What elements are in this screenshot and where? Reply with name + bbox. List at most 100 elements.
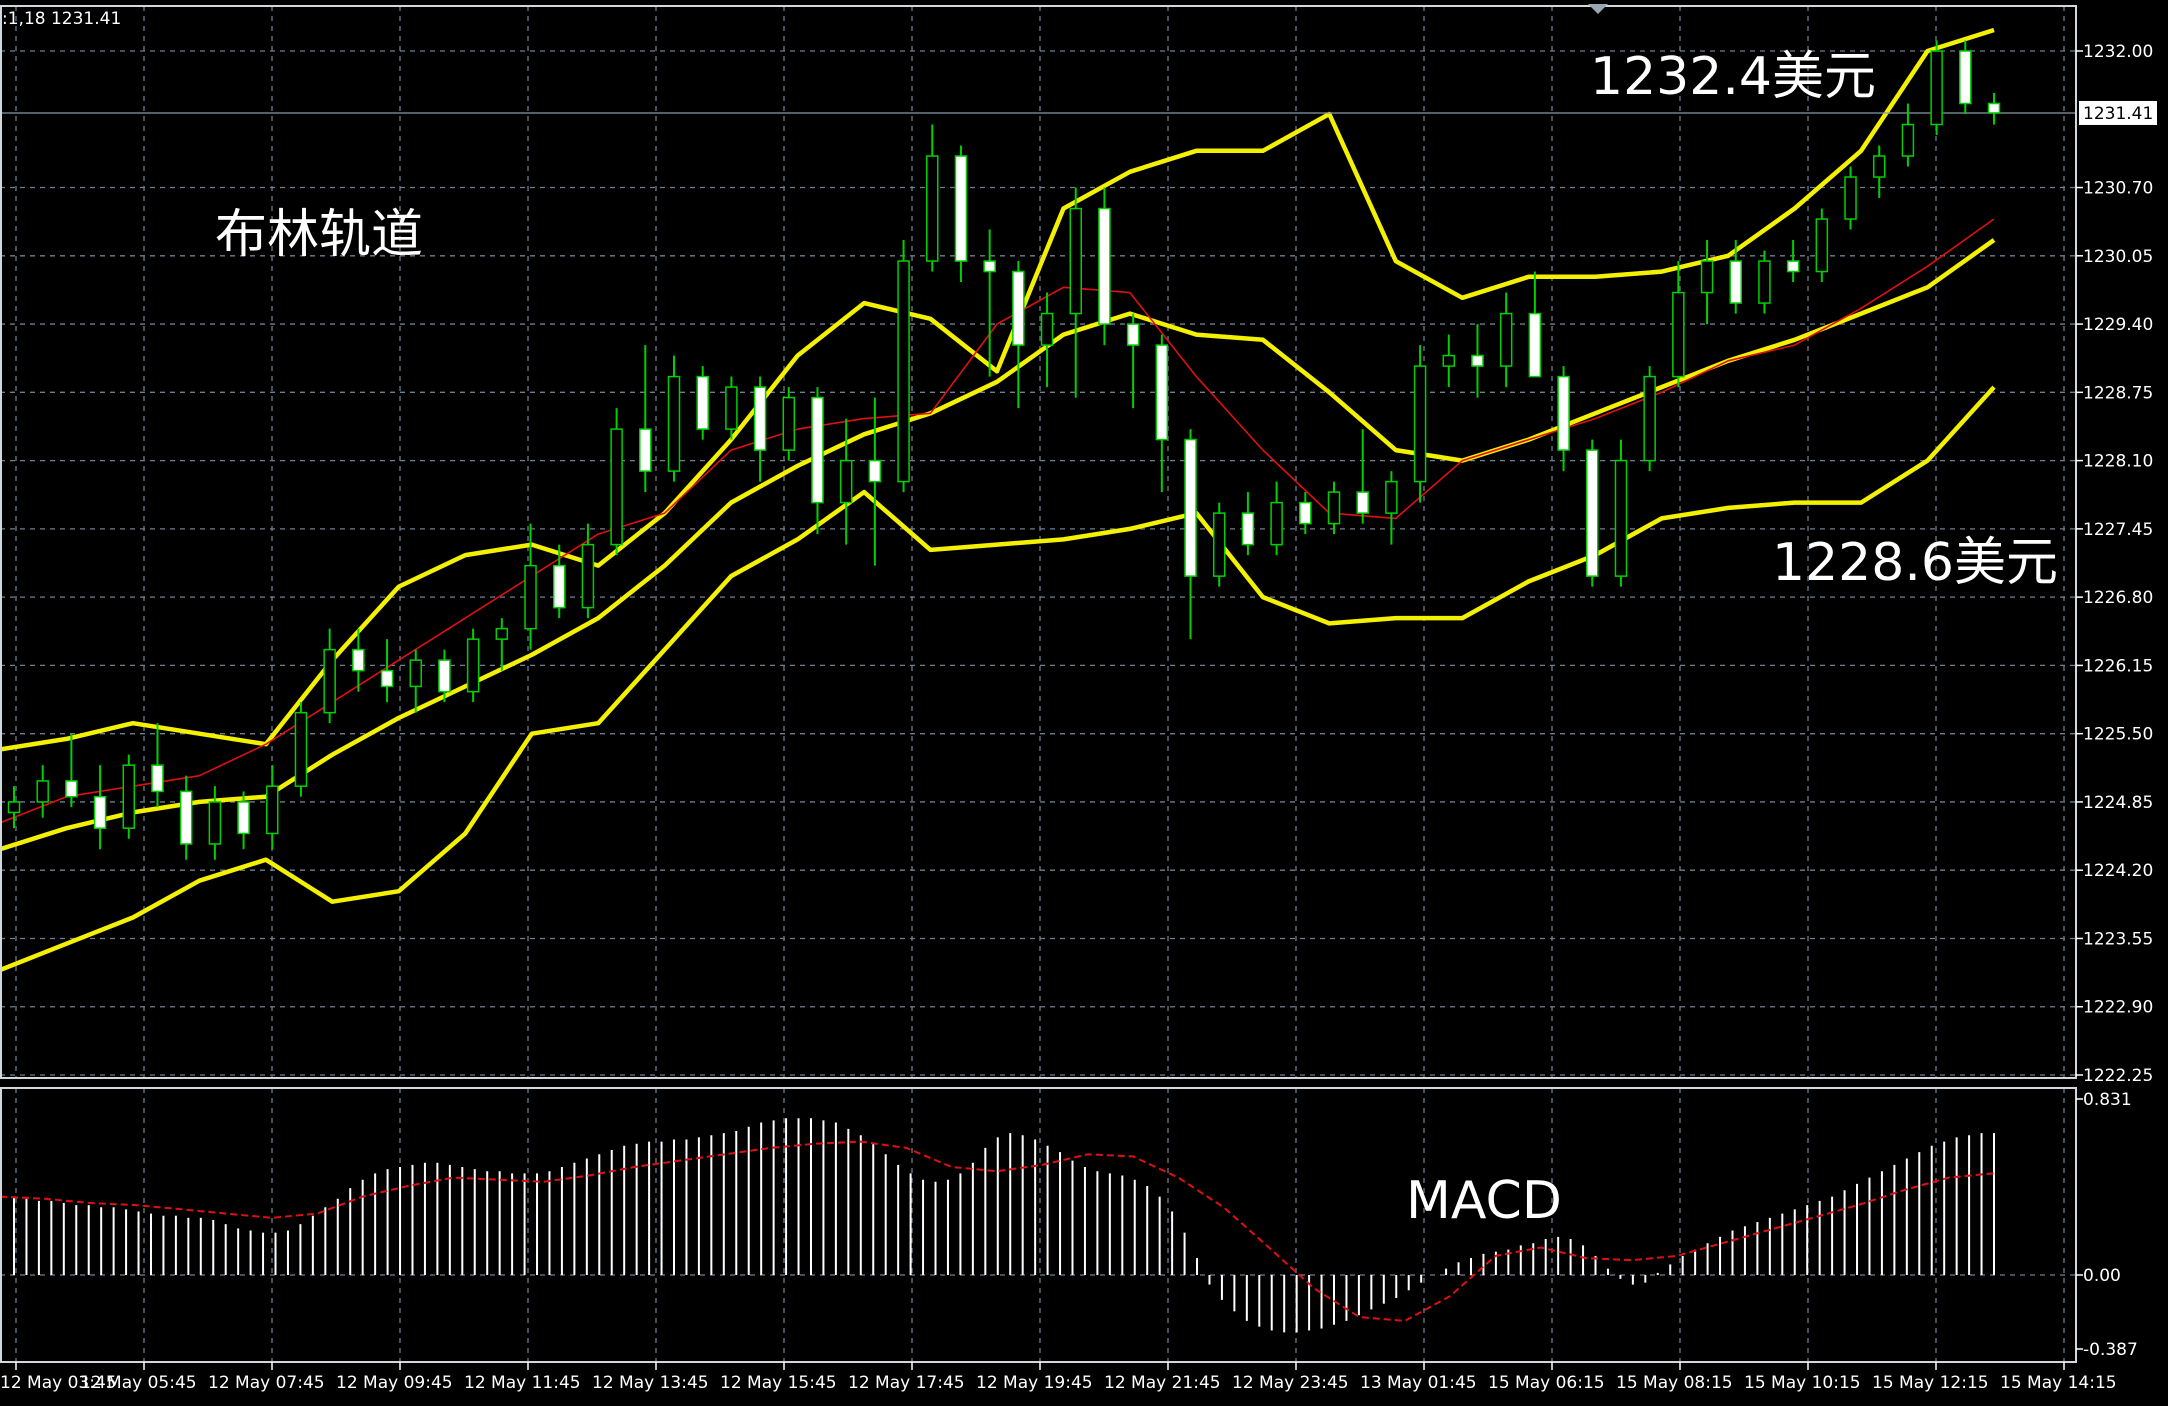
candle-body [1643,375,1656,462]
candle [1643,366,1656,472]
candle [1069,187,1082,398]
macd-histogram [13,1118,1995,1333]
macd-panel-border [0,1087,2077,1363]
price-tick-label: 1222.90 [2083,998,2153,1018]
candle-body [1614,459,1628,577]
candle-body [1672,291,1685,378]
shift-marker-icon[interactable] [1588,4,1608,14]
candle-body [1930,50,1943,126]
candle-body [438,659,451,693]
candle [1758,250,1771,314]
candle [323,628,336,724]
candle [897,240,910,493]
candle [7,786,21,829]
time-tick-label: 12 May 05:45 [80,1373,197,1393]
chart-frame [0,5,2077,1363]
time-tick-label: 15 May 12:15 [1872,1373,1989,1393]
candle-body [208,801,222,845]
candle [1442,334,1456,388]
candle-body [696,375,709,430]
candle-body [1385,480,1398,514]
macd-tick-label: 0.00 [2083,1266,2121,1286]
time-tick-label: 12 May 13:45 [592,1373,709,1393]
candle-body [1098,207,1111,325]
candle [1901,103,1915,167]
price-panel-border [0,5,2077,1079]
candle-body [983,260,996,273]
candle [811,387,824,535]
candle [1815,208,1829,283]
candle-body [552,564,566,609]
candle [409,649,422,713]
candle [1557,366,1570,472]
price-tick-label: 1230.05 [2083,247,2153,267]
candle-body [1442,354,1456,367]
candle-body [266,785,279,835]
candle-body [237,801,250,835]
candle-body [179,790,193,845]
candle [1212,502,1226,587]
macd-axis: 0.831 0.00 -0.387 [2076,1090,2138,1360]
candle-body [380,669,394,688]
candle-body [1959,50,1972,105]
candle [1614,439,1628,587]
candle-body [897,260,910,483]
candle [1155,334,1169,493]
candle [1930,40,1943,136]
bollinger-lower-line [0,385,1996,973]
candle-body [639,428,652,472]
candle [1327,481,1341,535]
macd-signal-line [0,1140,1995,1322]
candle-body [1758,260,1771,304]
candle-body [753,386,767,451]
candle-body [1012,270,1025,346]
candle [1299,492,1312,535]
current-price-box [2079,100,2157,125]
candle-body [1212,512,1226,577]
candle-body [954,155,968,262]
candle-body [1069,207,1082,315]
candle-body [466,638,480,693]
time-tick-label: 12 May 15:45 [720,1373,837,1393]
candle [1528,271,1542,378]
price-tick-label: 1226.80 [2083,588,2153,608]
candle-body [495,627,509,640]
candle [1471,324,1484,398]
price-tick-label: 1222.25 [2083,1066,2153,1086]
candle-body [1327,491,1341,525]
candle-body [1184,438,1197,577]
price-tick-label: 1228.10 [2083,452,2153,472]
candle-body [1299,501,1312,525]
candle [581,523,595,619]
candle [1586,439,1599,587]
time-tick-label: 12 May 19:45 [976,1373,1093,1393]
candle-body [409,659,422,688]
candle-body [581,543,595,609]
candle [65,733,78,808]
candle [1385,471,1398,545]
candle [1184,429,1197,640]
candle-body [1126,323,1140,346]
current-price-label: 1231.41 [2083,104,2153,124]
bollinger-bands [0,27,2076,973]
price-tick-label: 1224.85 [2083,793,2153,813]
candle [266,765,279,850]
candle-body [725,386,738,430]
candle-body [1356,491,1369,514]
high-price-annotation: 1232.4美元 [1590,47,1876,107]
price-tick-label: 1228.75 [2083,383,2153,403]
price-grid [0,6,2076,1078]
candle [1729,240,1742,314]
candle-body [1155,344,1169,441]
time-tick-label: 12 May 21:45 [1104,1373,1221,1393]
candle-body [1557,375,1570,451]
candle [1098,187,1111,346]
candle [380,639,394,703]
candle-body [1241,512,1255,546]
candle [208,786,222,860]
candle-body [1700,260,1714,294]
price-tick-label: 1227.45 [2083,520,2153,540]
candle [868,397,882,566]
